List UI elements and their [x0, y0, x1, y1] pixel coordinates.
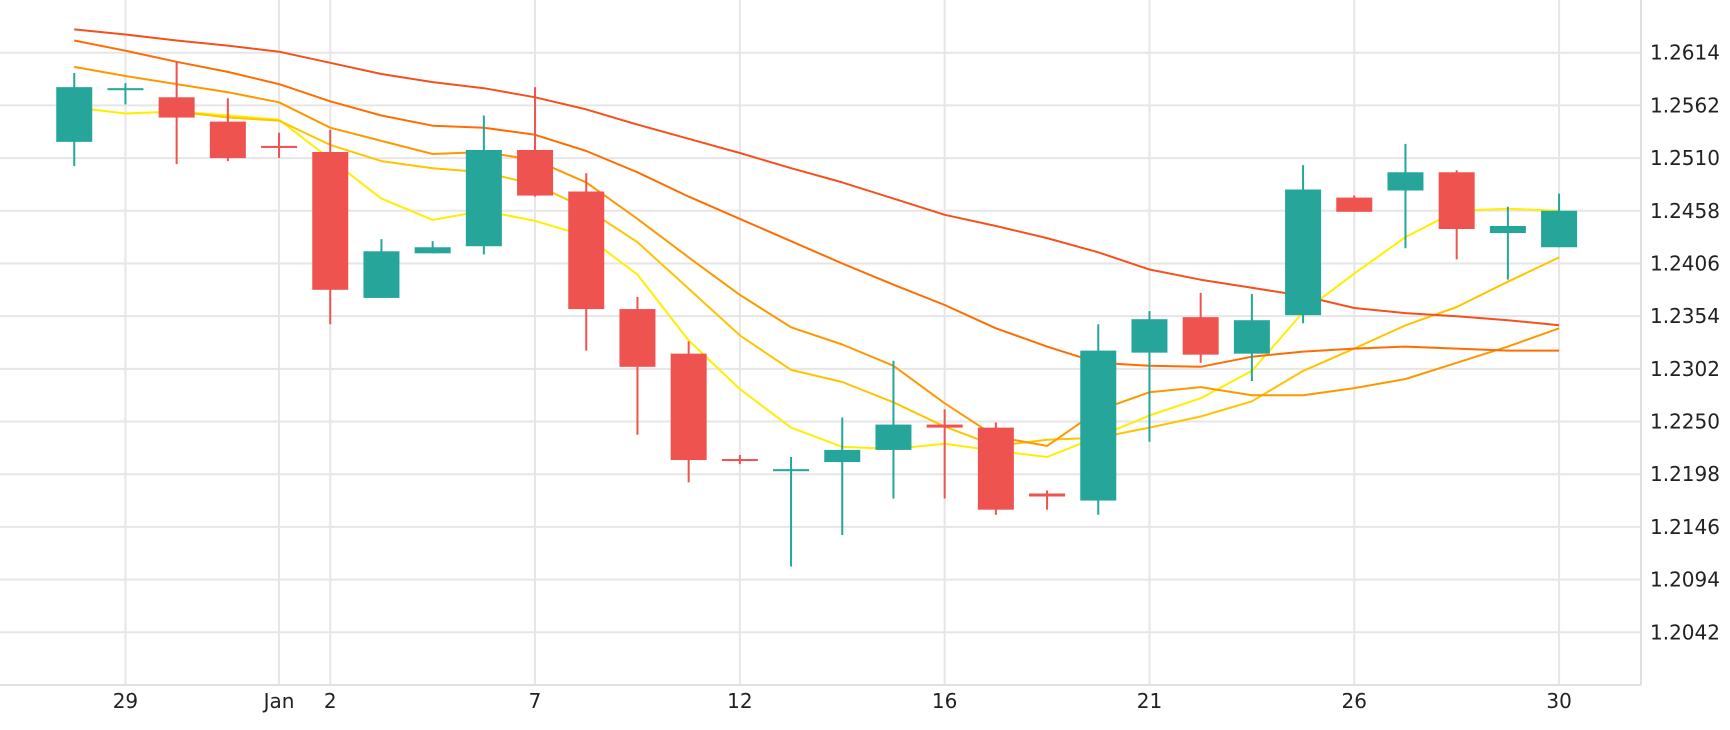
candle-body — [1233, 320, 1270, 354]
candle-down — [261, 132, 298, 159]
candle-up — [875, 360, 912, 499]
candle-body — [465, 149, 502, 247]
moving-average-line — [74, 65, 1560, 447]
candle-up — [414, 241, 451, 254]
candle-down — [1029, 490, 1066, 510]
candle-body — [1438, 172, 1475, 230]
candle-up — [824, 417, 861, 536]
candle-body — [414, 247, 451, 254]
candle-down — [1438, 170, 1475, 260]
candle-body — [1182, 317, 1219, 355]
y-tick-label: 1.2042 — [1650, 620, 1720, 644]
candle-body — [1131, 319, 1168, 353]
candle-body — [312, 151, 349, 290]
candle-body — [977, 427, 1014, 510]
x-axis-labels: 29 Jan 2 7 12 16 21 26 30 — [113, 689, 1572, 713]
candle-down — [926, 409, 963, 499]
moving-average-line — [74, 106, 1560, 458]
y-axis-labels: 1.2614 1.2562 1.2510 1.2458 1.2406 1.2354 1.23… — [1650, 41, 1720, 645]
candle-body — [517, 149, 554, 196]
candle-body — [158, 97, 195, 118]
moving-average-lines — [74, 28, 1560, 458]
candle-up — [107, 83, 144, 105]
candle-body — [926, 424, 963, 428]
candle-up — [56, 72, 93, 167]
x-tick-label: 30 — [1546, 689, 1571, 713]
y-tick-label: 1.2614 — [1650, 41, 1720, 65]
candle-up — [1387, 143, 1424, 249]
candle-body — [619, 309, 656, 367]
x-tick-label: 12 — [727, 689, 752, 713]
candle-down — [1336, 195, 1373, 212]
candle-down — [977, 422, 1014, 515]
y-tick-label: 1.2510 — [1650, 146, 1720, 170]
x-tick-label: 7 — [529, 689, 542, 713]
candle-body — [209, 121, 246, 159]
candle-up — [1080, 324, 1117, 515]
candle-down — [568, 173, 605, 351]
candle-body — [1285, 189, 1322, 316]
candle-body — [1387, 172, 1424, 191]
candle-up — [1233, 293, 1270, 382]
candle-down — [619, 296, 656, 435]
y-tick-label: 1.2302 — [1650, 357, 1720, 381]
x-tick-label: Jan — [262, 689, 295, 713]
candle-up — [1131, 311, 1168, 442]
candle-body — [1029, 493, 1066, 497]
candle-body — [670, 353, 707, 461]
grid — [0, 0, 1641, 685]
moving-average-line — [74, 28, 1560, 327]
candle-body — [875, 424, 912, 450]
candle-body — [824, 449, 861, 463]
x-tick-label: 26 — [1342, 689, 1367, 713]
axis-lines — [0, 0, 1642, 686]
y-tick-label: 1.2406 — [1650, 251, 1720, 275]
candle-down — [517, 87, 554, 197]
y-tick-label: 1.2354 — [1650, 304, 1720, 328]
candles — [56, 61, 1578, 567]
y-tick-label: 1.2146 — [1650, 515, 1720, 539]
candle-down — [312, 129, 349, 325]
candle-body — [261, 145, 298, 148]
x-tick-label: 2 — [324, 689, 337, 713]
candle-body — [1541, 210, 1578, 248]
candle-body — [773, 469, 810, 472]
candle-down — [158, 61, 195, 165]
candle-body — [1489, 225, 1526, 234]
candle-body — [1336, 197, 1373, 212]
candle-body — [363, 251, 400, 298]
y-tick-label: 1.2458 — [1650, 199, 1720, 223]
candle-down — [209, 98, 246, 162]
moving-average-line — [176, 110, 1560, 447]
x-tick-label: 29 — [113, 689, 138, 713]
candle-up — [773, 457, 810, 567]
candle-up — [363, 239, 400, 298]
x-tick-label: 21 — [1137, 689, 1162, 713]
candle-up — [465, 115, 502, 255]
candle-up — [1489, 206, 1526, 280]
y-tick-label: 1.2562 — [1650, 93, 1720, 117]
candle-up — [1541, 193, 1578, 248]
moving-average-line — [74, 39, 1560, 368]
candle-body — [568, 191, 605, 310]
y-tick-label: 1.2094 — [1650, 568, 1720, 592]
candle-down — [721, 454, 758, 465]
candle-down — [1182, 292, 1219, 363]
candle-body — [107, 88, 144, 91]
y-tick-label: 1.2198 — [1650, 462, 1720, 486]
candle-up — [1285, 165, 1322, 324]
y-tick-label: 1.2250 — [1650, 410, 1720, 434]
candle-body — [721, 459, 758, 462]
x-tick-label: 16 — [932, 689, 957, 713]
candle-down — [670, 341, 707, 483]
candle-body — [1080, 350, 1117, 501]
candle-body — [56, 87, 93, 142]
